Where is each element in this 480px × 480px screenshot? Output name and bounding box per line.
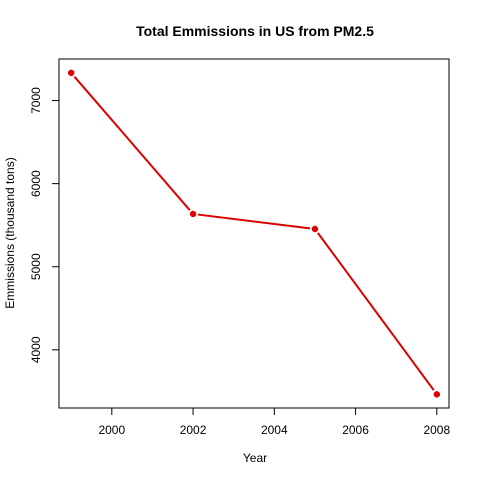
x-axis-label: Year [243,451,267,465]
data-point [433,391,441,398]
series-line-segment [317,232,435,391]
data-point [311,225,319,233]
chart-title: Total Emmissions in US from PM2.5 [136,23,374,39]
y-axis: 4000 5000 6000 7000 [29,87,60,363]
y-tick-label: 4000 [29,336,43,363]
x-tick-label: 2000 [98,423,125,437]
x-tick-label: 2008 [423,423,450,437]
y-axis-label: Emmissions (thousand tons) [3,157,17,308]
x-tick-label: 2006 [342,423,369,437]
plot-area-frame [58,58,450,409]
x-tick-label: 2004 [261,423,288,437]
data-point [189,210,197,218]
y-tick-label: 7000 [29,87,43,114]
x-axis: 2000 2002 2004 2006 2008 [98,407,450,437]
series-line-segment [73,76,191,211]
y-tick-label: 6000 [29,170,43,197]
series-line-segment [197,213,311,230]
y-tick-label: 5000 [29,253,43,280]
data-point [67,69,75,77]
x-tick-label: 2002 [180,423,207,437]
series-layer [67,69,441,398]
